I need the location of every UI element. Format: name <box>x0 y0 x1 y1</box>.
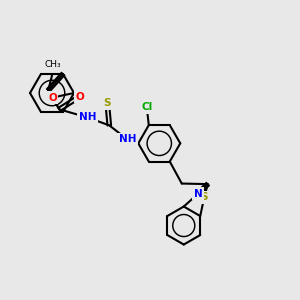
Text: NH: NH <box>118 134 136 144</box>
Text: S: S <box>200 193 208 202</box>
Text: NH: NH <box>79 112 96 122</box>
Text: CH₃: CH₃ <box>45 60 62 69</box>
Text: N: N <box>194 189 202 199</box>
Text: O: O <box>48 93 57 103</box>
Text: S: S <box>103 98 111 108</box>
Text: Cl: Cl <box>141 102 152 112</box>
Text: O: O <box>75 92 84 102</box>
